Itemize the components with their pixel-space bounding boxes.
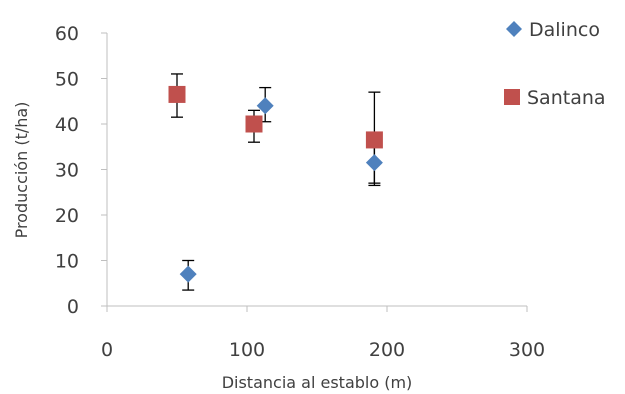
plot-area: 0 10 20 30 40 50 60 0 100 200 300 — [55, 23, 545, 361]
y-tick-label: 60 — [55, 23, 79, 45]
x-axis-ticks: 0 100 200 300 — [101, 306, 545, 361]
x-tick-label: 200 — [369, 339, 405, 361]
y-tick-label: 50 — [55, 69, 79, 91]
error-bars — [171, 73, 381, 291]
legend-item-dalinco: Dalinco — [506, 19, 600, 41]
legend: Dalinco Santana — [504, 19, 606, 109]
y-tick-label: 10 — [55, 251, 79, 273]
x-axis-title: Distancia al establo (m) — [222, 373, 413, 392]
data-point-santana — [168, 85, 186, 103]
y-axis-title: Producción (t/ha) — [12, 102, 31, 239]
data-point-dalinco — [179, 265, 197, 283]
diamond-marker-icon — [506, 21, 522, 37]
data-point-dalinco — [365, 154, 383, 172]
y-tick-label: 20 — [55, 205, 79, 227]
data-point-santana — [365, 131, 383, 149]
y-axis-ticks: 0 10 20 30 40 50 60 — [55, 23, 107, 318]
legend-label-santana: Santana — [527, 87, 606, 109]
y-tick-label: 0 — [67, 296, 79, 318]
x-tick-label: 100 — [229, 339, 265, 361]
data-point-santana — [245, 115, 263, 133]
x-tick-label: 0 — [101, 339, 113, 361]
y-tick-label: 40 — [55, 114, 79, 136]
legend-label-dalinco: Dalinco — [529, 19, 600, 41]
x-tick-label: 300 — [509, 339, 545, 361]
y-tick-label: 30 — [55, 160, 79, 182]
legend-item-santana: Santana — [504, 87, 606, 109]
square-marker-icon — [504, 89, 520, 105]
data-point-dalinco — [256, 97, 274, 115]
data-markers — [168, 85, 383, 283]
